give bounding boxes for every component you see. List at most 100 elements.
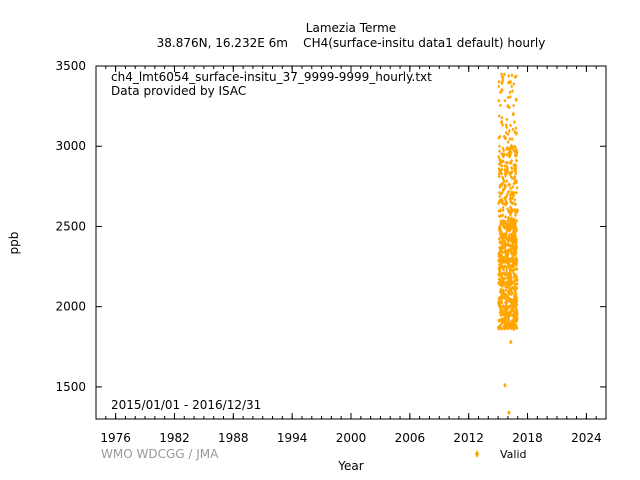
data-point-cloud	[506, 224, 510, 229]
data-point-cloud	[509, 258, 513, 263]
data-point-cloud	[506, 95, 510, 100]
data-point-cloud	[508, 94, 512, 99]
data-point-cloud	[497, 84, 501, 89]
data-point-cloud	[506, 139, 510, 144]
data-point-cloud	[500, 250, 504, 255]
data-point-cloud	[509, 159, 513, 164]
data-point-cloud	[497, 144, 501, 149]
data-point-cloud	[504, 281, 508, 286]
data-point-cloud	[512, 304, 516, 309]
data-point-cloud	[515, 282, 519, 287]
data-point-cloud	[512, 317, 516, 322]
data-point-27	[510, 264, 514, 270]
data-point-cloud	[509, 175, 513, 180]
data-point-cloud	[510, 137, 514, 142]
data-point-cloud	[497, 318, 501, 323]
data-point-7	[500, 87, 504, 93]
data-point-37	[514, 317, 519, 323]
data-point-cloud	[502, 187, 506, 192]
data-point-cloud	[511, 230, 515, 235]
y-tick-label-1: 2000	[55, 300, 86, 314]
data-point-cloud	[509, 150, 513, 155]
legend-label: Valid	[500, 448, 527, 461]
data-point-cloud	[505, 152, 509, 157]
data-point-41	[509, 339, 513, 345]
x-tick-label-6: 2012	[453, 431, 484, 445]
data-point-cloud	[501, 295, 505, 300]
data-point-cloud	[500, 163, 504, 168]
data-point-cloud	[509, 196, 513, 201]
data-point-cloud	[508, 136, 512, 141]
data-point-cloud	[497, 79, 501, 84]
data-point-cloud	[508, 182, 512, 187]
data-point-38	[515, 207, 520, 213]
data-point-cloud	[509, 220, 513, 225]
data-point-cloud	[506, 132, 510, 137]
data-point-cloud	[513, 231, 517, 236]
data-point-cloud	[507, 287, 511, 292]
data-point-11	[502, 223, 506, 229]
series-layer	[496, 72, 520, 416]
data-point-42	[514, 97, 519, 103]
credit-text: WMO WDCGG / JMA	[101, 447, 219, 461]
data-point-cloud	[500, 326, 504, 331]
data-point-cloud	[504, 195, 508, 200]
data-point-cloud	[509, 238, 513, 243]
data-point-cloud	[508, 274, 512, 279]
data-point-cloud	[509, 200, 513, 205]
data-point-cloud	[507, 318, 511, 323]
data-point-cloud	[510, 308, 514, 313]
data-point-cloud	[511, 280, 515, 285]
data-point-cloud	[500, 304, 504, 309]
x-tick-label-2: 1988	[218, 431, 249, 445]
data-point-cloud	[502, 72, 506, 77]
data-point-23	[508, 280, 512, 286]
data-point-cloud	[497, 149, 501, 154]
data-point-cloud	[497, 98, 501, 103]
data-point-33	[512, 296, 517, 302]
data-point-cloud	[500, 115, 504, 120]
data-point-cloud	[510, 73, 514, 78]
data-point-3	[498, 240, 502, 245]
data-point-cloud	[515, 303, 519, 308]
data-point-cloud	[509, 287, 513, 292]
provider-annotation: Data provided by ISAC	[111, 84, 246, 98]
data-point-45	[513, 179, 518, 185]
data-point-cloud	[515, 286, 519, 291]
data-point-cloud	[511, 233, 515, 238]
data-point-26	[509, 143, 514, 149]
data-point-cloud	[513, 221, 517, 226]
data-point-cloud	[510, 318, 514, 323]
data-point-cloud	[513, 247, 517, 252]
plot-frame	[95, 65, 607, 420]
data-point-cloud	[514, 235, 518, 240]
data-point-cloud	[502, 245, 506, 250]
data-point-36	[514, 256, 519, 262]
data-point-39	[503, 382, 507, 388]
data-point-cloud	[498, 103, 502, 108]
data-point-cloud	[512, 149, 516, 154]
data-point-cloud	[506, 160, 510, 165]
data-point-cloud	[502, 267, 506, 272]
data-point-4	[498, 207, 503, 213]
data-point-12	[502, 320, 507, 326]
data-point-cloud	[499, 313, 503, 318]
data-point-15	[504, 231, 508, 237]
data-point-28	[510, 207, 515, 213]
data-point-cloud	[512, 201, 516, 206]
data-point-14	[503, 135, 508, 141]
data-point-cloud	[509, 211, 513, 216]
data-point-cloud	[507, 189, 511, 194]
chart-title: Lamezia Terme	[306, 21, 396, 35]
data-point-43	[514, 150, 519, 156]
data-point-18	[505, 167, 510, 173]
data-point-cloud	[503, 220, 507, 225]
y-tick-label-4: 3500	[55, 59, 86, 73]
data-point-cloud	[502, 325, 506, 330]
data-point-cloud	[501, 199, 505, 204]
data-point-cloud	[508, 154, 512, 159]
data-point-cloud	[497, 253, 501, 258]
data-point-2	[497, 272, 502, 278]
data-point-cloud	[503, 239, 507, 244]
